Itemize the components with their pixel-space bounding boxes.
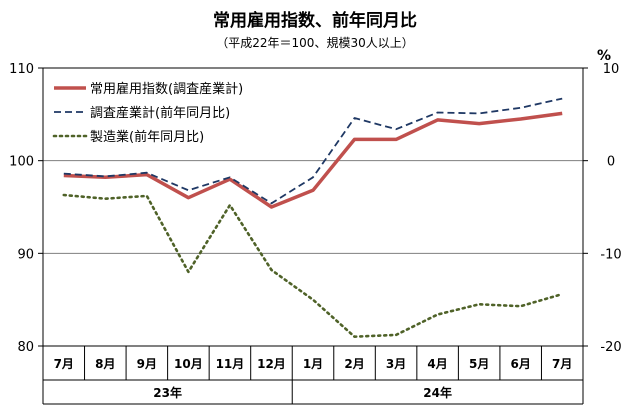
category-label: 11月	[216, 357, 245, 371]
category-label: 4月	[427, 357, 447, 371]
series-line-1	[63, 111, 563, 209]
left-tick-label: 80	[17, 340, 34, 355]
category-label: 10月	[174, 357, 203, 371]
category-label: 6月	[511, 357, 531, 371]
left-tick-label: 110	[9, 62, 34, 77]
year-label: 23年	[153, 385, 182, 400]
legend-label: 調査産業計(前年同月比)	[90, 105, 230, 121]
left-tick-label: 100	[9, 155, 34, 170]
category-label: 9月	[137, 357, 157, 371]
category-label: 12月	[257, 357, 286, 371]
axes: 80 90 100 110 -20 -10 0 10	[9, 62, 621, 355]
category-label: 8月	[95, 357, 115, 371]
category-label: 7月	[552, 357, 572, 371]
legend-label: 常用雇用指数(調査産業計)	[90, 81, 243, 97]
chart-subtitle: （平成22年＝100、規模30人以上）	[216, 35, 413, 50]
series-lines	[62, 97, 564, 339]
legend: 常用雇用指数(調査産業計) 調査産業計(前年同月比) 製造業(前年同月比)	[48, 73, 305, 153]
chart-title: 常用雇用指数、前年同月比	[213, 10, 417, 31]
series-line-3	[62, 193, 564, 339]
category-label: 3月	[386, 357, 406, 371]
category-label: 7月	[54, 357, 74, 371]
category-axis: 7月 8月 9月 10月 11月 12月 1月 2月 3月 4月 5月 6月 7月 23年 24年	[42, 346, 584, 405]
category-label: 5月	[469, 357, 489, 371]
left-tick-label: 90	[17, 247, 34, 262]
legend-label: 製造業(前年同月比)	[90, 129, 204, 145]
year-label: 24年	[423, 385, 452, 400]
legend-box	[48, 73, 305, 153]
right-axis-unit: %	[597, 48, 611, 64]
right-tick-label: 0	[607, 155, 615, 170]
category-label: 2月	[344, 357, 364, 371]
right-tick-label: 10	[603, 62, 620, 77]
gridlines	[43, 160, 583, 254]
right-tick-label: -10	[600, 247, 621, 262]
right-tick-label: -20	[600, 340, 621, 355]
category-label: 1月	[303, 357, 323, 371]
series-line-2	[63, 97, 563, 205]
